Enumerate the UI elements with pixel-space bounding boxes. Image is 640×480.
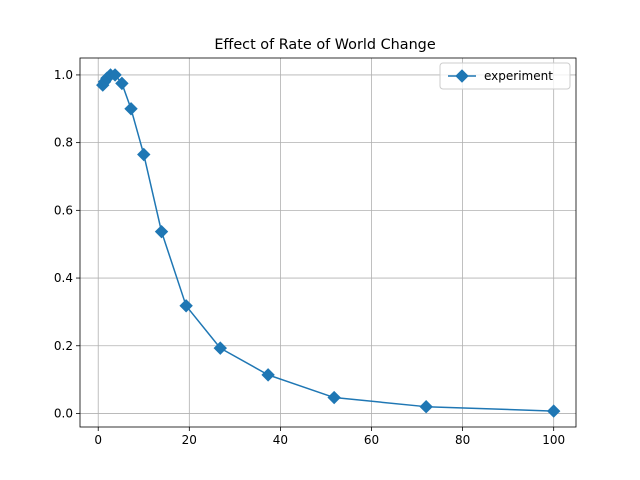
y-tick-label: 0.2 xyxy=(54,339,73,353)
data-point xyxy=(137,147,151,162)
legend-box xyxy=(439,62,571,90)
y-tick-label: 0.6 xyxy=(54,203,73,217)
data-point xyxy=(179,299,193,313)
data-point xyxy=(124,102,138,116)
legend: experiment xyxy=(439,62,571,90)
legend-label: experiment xyxy=(484,69,553,83)
chart-title: Effect of Rate of World Change xyxy=(214,37,436,53)
y-tick-label: 0.0 xyxy=(54,406,73,420)
data-point xyxy=(261,368,275,382)
y-tick-label: 0.4 xyxy=(54,271,73,285)
data-point xyxy=(213,341,227,355)
x-tick-label: 0 xyxy=(94,433,102,447)
y-tick-label: 0.8 xyxy=(54,136,73,150)
data-point xyxy=(108,68,122,82)
x-tick-label: 20 xyxy=(182,433,197,447)
plot-frame xyxy=(79,57,577,428)
data-point xyxy=(154,224,169,239)
x-tick-label: 60 xyxy=(364,433,379,447)
x-tick-label: 80 xyxy=(455,433,470,447)
legend-marker xyxy=(455,69,469,83)
series-group xyxy=(96,68,561,418)
x-tick-label: 40 xyxy=(273,433,288,447)
y-tick-label: 1.0 xyxy=(54,68,73,82)
data-point xyxy=(419,399,433,414)
data-point xyxy=(115,76,129,91)
data-point xyxy=(546,404,561,418)
data-point xyxy=(327,390,341,405)
axis-ticks: 0 20 40 60 80 100 0.0 0.2 0.4 0.6 0.8 1.0 xyxy=(54,68,565,447)
grid xyxy=(80,58,576,427)
x-tick-label: 100 xyxy=(542,433,565,447)
